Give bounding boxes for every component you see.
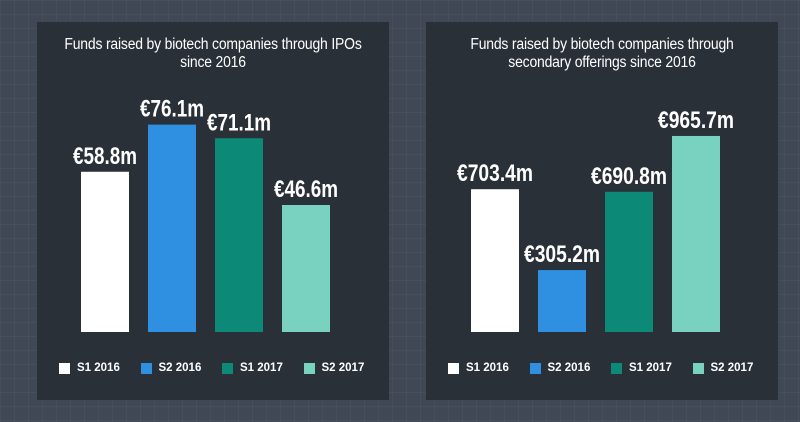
legend-item: S1 2016 xyxy=(448,362,524,374)
bar-s1-2016 xyxy=(471,189,519,332)
legend-label: S2 2016 xyxy=(547,362,591,374)
legend-swatch xyxy=(222,362,233,374)
legend-item: S2 2016 xyxy=(140,362,217,374)
legend-label: S1 2016 xyxy=(466,362,509,374)
bar-value-label: €71.1m xyxy=(207,109,271,136)
legend-item: S2 2017 xyxy=(303,362,380,374)
legend-swatch xyxy=(611,362,622,374)
bar-value-label: €46.6m xyxy=(274,176,338,203)
legend-swatch xyxy=(140,362,152,374)
bar-value-label: €305.2m xyxy=(524,241,600,268)
bar-value-label: €58.8m xyxy=(73,143,137,170)
bar-s2-2017 xyxy=(282,205,330,332)
bar-s1-2017 xyxy=(605,191,653,332)
legend-item: S2 2016 xyxy=(529,362,606,374)
secondary-offerings-chart-panel: Funds raised by biotech companies throug… xyxy=(426,22,778,400)
legend-label: S1 2016 xyxy=(77,362,120,374)
bar-s2-2016 xyxy=(148,124,196,332)
legend-swatch xyxy=(692,362,704,374)
bar-value-label: €690.8m xyxy=(591,163,667,190)
chart-legend: S1 2016 S2 2016 S1 2017 S2 2017 xyxy=(448,360,768,376)
legend-label: S2 2017 xyxy=(321,362,365,374)
legend-swatch xyxy=(303,362,315,374)
legend-swatch xyxy=(529,362,541,374)
chart-title: Funds raised by biotech companies throug… xyxy=(470,36,734,71)
bar-s2-2017 xyxy=(672,135,720,332)
legend-item: S1 2017 xyxy=(611,362,687,374)
bar-s2-2016 xyxy=(538,270,586,332)
bar-s1-2016 xyxy=(81,171,129,332)
bar-s1-2017 xyxy=(215,138,263,332)
legend-label: S2 2016 xyxy=(158,362,202,374)
secondary-offerings-bar-chart: €703.4m €305.2m €690.8m €965.7m xyxy=(457,107,734,332)
legend-label: S2 2017 xyxy=(710,362,754,374)
legend-swatch xyxy=(59,362,70,374)
legend-label: S1 2017 xyxy=(629,362,672,374)
legend-label: S1 2017 xyxy=(240,362,283,374)
ipo-chart-panel: Funds raised by biotech companies throug… xyxy=(37,22,389,400)
chart-title: Funds raised by biotech companies throug… xyxy=(64,36,362,71)
legend-item: S1 2017 xyxy=(222,362,298,374)
legend-item: S1 2016 xyxy=(59,362,135,374)
bar-value-label: €76.1m xyxy=(140,96,204,123)
chart-legend: S1 2016 S2 2016 S1 2017 S2 2017 xyxy=(59,360,379,376)
legend-item: S2 2017 xyxy=(692,362,769,374)
ipo-bar-chart: €58.8m€76.1m€71.1m €46.6m xyxy=(73,96,338,332)
legend-swatch xyxy=(448,362,459,374)
bar-value-label: €965.7m xyxy=(658,107,734,134)
bar-value-label: €703.4m xyxy=(457,160,533,187)
